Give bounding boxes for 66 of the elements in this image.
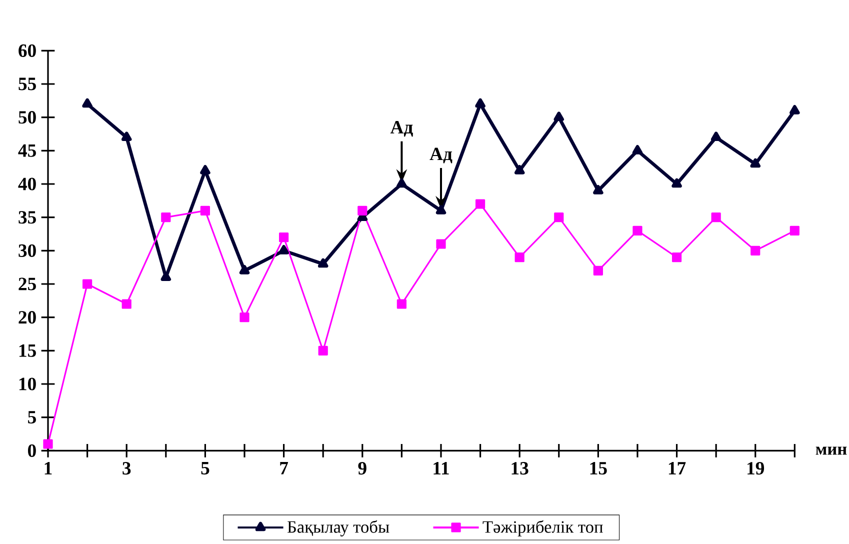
point [554,212,564,222]
point [278,245,289,254]
y-tick-label: 45 [18,144,36,157]
point [711,212,721,222]
point [200,206,210,216]
x-tick-label: 3 [122,462,131,475]
point [43,439,53,449]
x-tick-label: 11 [434,462,449,474]
x-tick-label: 13 [512,462,528,475]
x-tick-label: 7 [280,462,288,474]
x-tick-label: 19 [748,462,764,475]
point [593,185,604,194]
y-tick-label: 35 [18,211,36,224]
point [396,299,406,309]
x-tick-label: 9 [358,462,366,475]
point [436,204,446,214]
point [396,178,407,188]
point [160,272,172,281]
point [121,132,132,142]
point [514,165,525,174]
y-tick-label: 50 [18,111,36,124]
point [82,279,92,289]
point [161,212,171,222]
point [82,98,92,108]
point [593,266,603,276]
annotation: Ад [390,121,413,137]
point [790,226,800,236]
x-axis-title: мин [816,446,847,455]
point [475,98,486,108]
legend-label: Тәжірибелік топ [482,520,603,536]
point [554,112,564,122]
y-tick-label: 60 [18,44,36,57]
point [122,299,132,309]
y-tick-label: 40 [18,178,36,190]
y-tick-label: 5 [28,411,36,424]
y-tick-label: 15 [19,344,36,357]
point [750,246,760,256]
y-tick-label: 55 [18,78,36,90]
point [790,105,800,114]
point [514,252,524,262]
point [672,252,682,262]
point [750,158,761,168]
x-tick-label: 5 [201,462,210,474]
y-tick-label: 0 [28,444,36,457]
y-tick-label: 30 [18,244,36,257]
annotation: Ад [430,148,452,164]
x-tick-label: 17 [668,462,686,474]
y-tick-label: 25 [18,278,36,290]
y-tick-label: 10 [19,378,36,390]
point [318,258,328,268]
point [278,232,289,242]
point [632,226,642,236]
point [710,132,722,142]
point [436,239,446,249]
point [240,312,250,322]
point [632,144,643,154]
x-tick-label: 15 [590,462,607,475]
legend-label: Бақылау тобы [287,520,390,536]
point [475,199,486,209]
point [239,264,250,274]
point [318,346,328,356]
x-tick-label: 1 [44,462,52,474]
point [358,206,368,216]
y-tick-label: 20 [18,311,36,324]
point [672,178,682,188]
point [200,165,210,174]
